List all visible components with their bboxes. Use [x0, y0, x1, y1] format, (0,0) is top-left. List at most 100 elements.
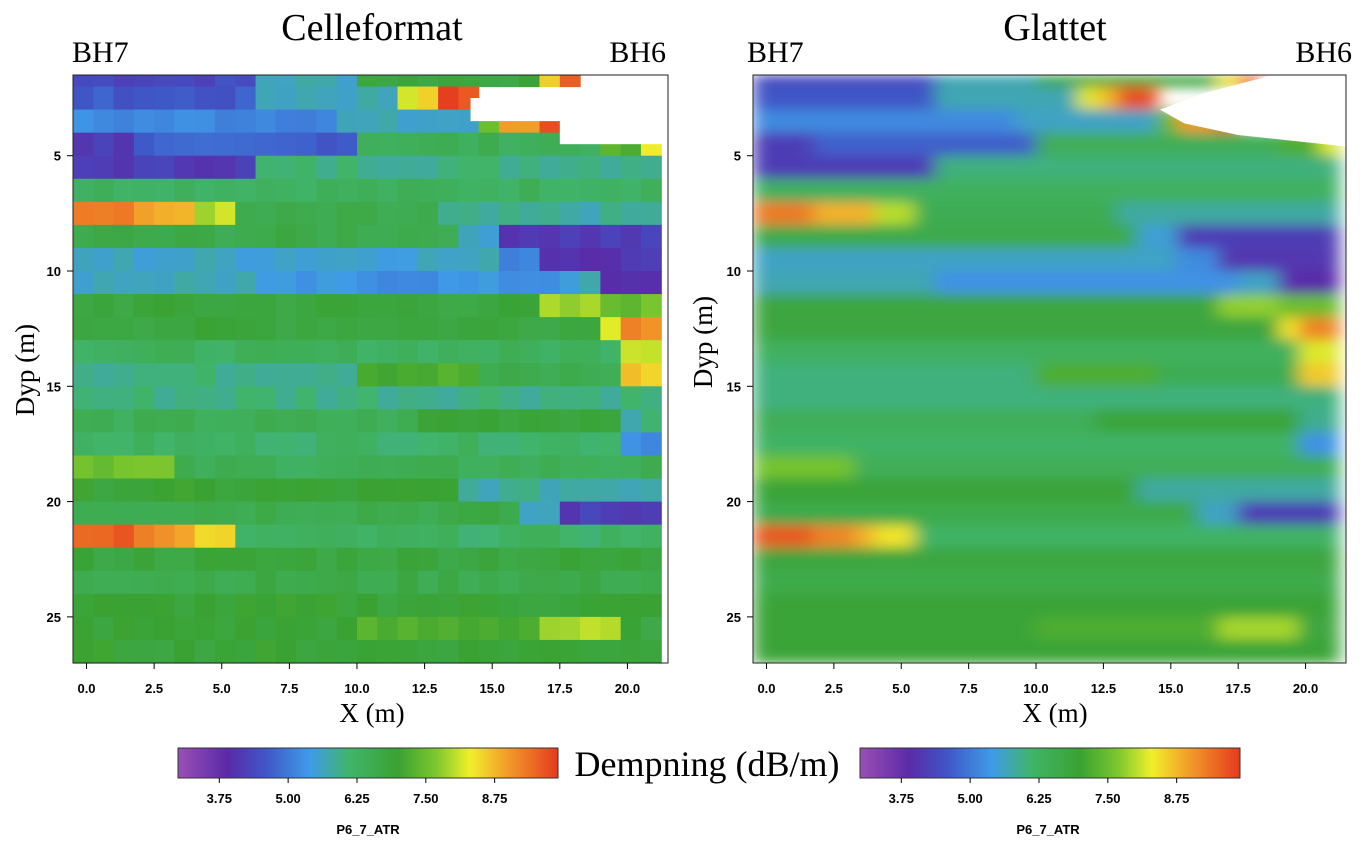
heatmap-cell — [773, 109, 795, 134]
heatmap-cell — [275, 75, 297, 88]
heatmap-cell — [773, 317, 795, 341]
heatmap-cell — [235, 524, 257, 549]
x-tick-label: 5.0 — [213, 681, 231, 696]
heatmap-cell — [73, 386, 94, 410]
heatmap-cell — [1197, 132, 1219, 157]
heatmap-cell — [539, 363, 561, 387]
blank-cell-region — [559, 121, 669, 145]
heatmap-cell — [133, 75, 155, 88]
heatmap-cell — [316, 363, 338, 387]
heatmap-cell — [316, 155, 338, 180]
heatmap-cell — [174, 317, 196, 341]
heatmap-cell — [154, 409, 176, 434]
heatmap-cell — [113, 109, 135, 134]
heatmap-cell — [458, 409, 480, 434]
heatmap-cell — [600, 386, 622, 410]
heatmap-cell — [356, 501, 378, 526]
heatmap-cell — [894, 386, 916, 410]
heatmap-cell — [377, 501, 399, 526]
heatmap-cell — [1238, 639, 1259, 663]
heatmap-cell — [1056, 201, 1078, 226]
heatmap-cell — [1298, 547, 1320, 572]
heatmap-cell — [93, 455, 115, 480]
heatmap-cell — [995, 409, 1017, 434]
heatmap-cell — [975, 317, 997, 341]
heatmap-cell — [1036, 224, 1057, 249]
heatmap-cell — [1015, 75, 1037, 88]
heatmap-cell — [1116, 271, 1138, 295]
heatmap-cell — [1197, 271, 1219, 295]
heatmap-cell — [235, 570, 257, 595]
heatmap-cell — [1319, 155, 1340, 180]
heatmap-cell — [275, 201, 297, 226]
heatmap-cell — [235, 432, 257, 457]
heatmap-cell — [1319, 616, 1340, 641]
heatmap-cell — [600, 271, 622, 295]
heatmap-cell — [275, 109, 297, 134]
heatmap-cell — [934, 86, 956, 111]
heatmap-cell — [955, 524, 976, 549]
heatmap-cell — [113, 247, 135, 272]
heatmap-cell — [874, 132, 896, 157]
heatmap-cell — [1298, 363, 1320, 387]
heatmap-cell — [154, 639, 176, 664]
heatmap-cell — [296, 75, 318, 88]
heatmap-cell — [1036, 386, 1057, 410]
heatmap-cell — [1137, 247, 1158, 272]
heatmap-cell — [438, 75, 459, 88]
heatmap-cell — [438, 524, 459, 549]
heatmap-cell — [833, 616, 855, 641]
heatmap-cell — [174, 593, 196, 618]
heatmap-cell — [539, 570, 561, 595]
x-tick-label: 17.5 — [1226, 681, 1251, 696]
heatmap-cell — [793, 340, 815, 364]
legend-tick-label: 6.25 — [1026, 791, 1051, 806]
heatmap-cell — [773, 478, 795, 503]
heatmap-cell — [133, 547, 155, 572]
heatmap-cell — [1258, 201, 1280, 226]
heatmap-cell — [955, 455, 976, 480]
y-tick-label: 5 — [734, 149, 741, 164]
heatmap-cell — [1137, 294, 1158, 318]
heatmap-cell — [458, 501, 480, 526]
heatmap-cell — [793, 455, 815, 480]
heatmap-cell — [1217, 317, 1239, 341]
heatmap-cell — [417, 224, 439, 249]
heatmap-cell — [417, 570, 439, 595]
heatmap-cell — [397, 432, 419, 457]
heatmap-cell — [336, 639, 358, 664]
heatmap-cell — [1096, 455, 1118, 480]
heatmap-cell — [1056, 271, 1078, 295]
heatmap-cell — [113, 409, 135, 434]
heatmap-cell — [1258, 501, 1280, 526]
heatmap-cell — [113, 570, 135, 595]
heatmap-cell — [377, 616, 399, 641]
heatmap-cell — [377, 386, 399, 410]
heatmap-cell — [833, 75, 855, 88]
heatmap-cell — [975, 86, 997, 111]
heatmap-cell — [874, 340, 896, 364]
heatmap-cell — [620, 547, 642, 572]
heatmap-cell — [133, 178, 155, 203]
heatmap-cell — [296, 201, 318, 226]
heatmap-cell — [894, 132, 916, 157]
heatmap-cell — [438, 547, 459, 572]
heatmap-cell — [296, 593, 318, 618]
heatmap-cell — [1036, 75, 1057, 88]
heatmap-cell — [833, 86, 855, 111]
heatmap-cell — [1319, 178, 1340, 203]
heatmap-cell — [600, 178, 622, 203]
heatmap-cell — [793, 501, 815, 526]
heatmap-cell — [1238, 455, 1259, 480]
heatmap-cell — [833, 478, 855, 503]
heatmap-cell — [955, 409, 976, 434]
heatmap-cell — [214, 524, 236, 549]
heatmap-cell — [600, 616, 622, 641]
left-label-bh6: BH6 — [609, 36, 666, 69]
heatmap-cell — [975, 132, 997, 157]
heatmap-cell — [174, 340, 196, 364]
heatmap-cell — [640, 547, 662, 572]
heatmap-cell — [316, 132, 338, 157]
heatmap-cell — [934, 109, 956, 134]
